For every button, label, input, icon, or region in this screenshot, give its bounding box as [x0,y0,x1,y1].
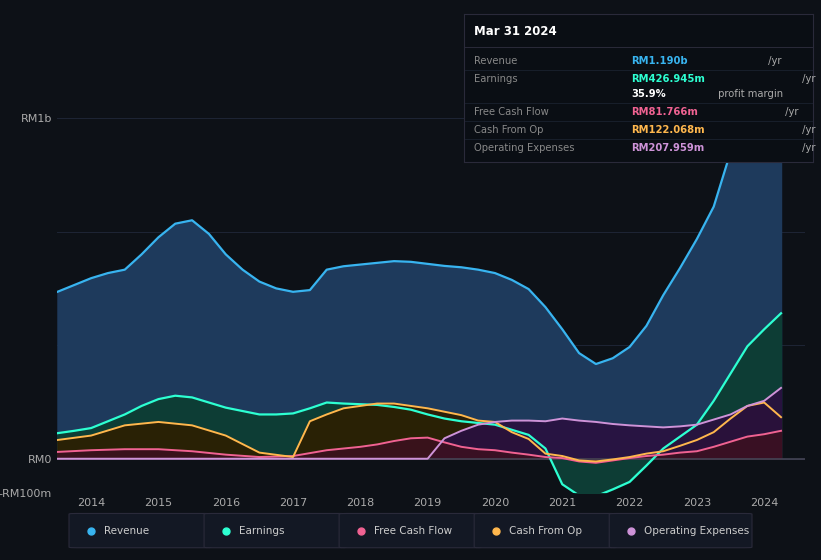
FancyBboxPatch shape [609,514,752,548]
Text: /yr: /yr [799,74,815,85]
Text: Free Cash Flow: Free Cash Flow [374,526,452,535]
FancyBboxPatch shape [475,514,617,548]
Text: /yr: /yr [782,107,799,117]
Text: RM426.945m: RM426.945m [631,74,705,85]
Text: profit margin: profit margin [715,89,783,99]
Text: /yr: /yr [765,57,782,67]
Text: RM1.190b: RM1.190b [631,57,688,67]
Text: RM122.068m: RM122.068m [631,125,705,135]
Text: Free Cash Flow: Free Cash Flow [475,107,549,117]
FancyBboxPatch shape [339,514,482,548]
Text: Earnings: Earnings [239,526,284,535]
Text: Revenue: Revenue [103,526,149,535]
Text: RM81.766m: RM81.766m [631,107,698,117]
Text: Revenue: Revenue [475,57,518,67]
Text: Earnings: Earnings [475,74,518,85]
Text: Mar 31 2024: Mar 31 2024 [475,25,557,38]
Text: Cash From Op: Cash From Op [509,526,582,535]
Text: Cash From Op: Cash From Op [475,125,544,135]
Text: Operating Expenses: Operating Expenses [475,143,575,152]
Text: Operating Expenses: Operating Expenses [644,526,750,535]
Text: /yr: /yr [799,143,815,152]
FancyBboxPatch shape [69,514,212,548]
Text: 35.9%: 35.9% [631,89,666,99]
Text: /yr: /yr [799,125,815,135]
FancyBboxPatch shape [204,514,346,548]
Text: RM207.959m: RM207.959m [631,143,704,152]
